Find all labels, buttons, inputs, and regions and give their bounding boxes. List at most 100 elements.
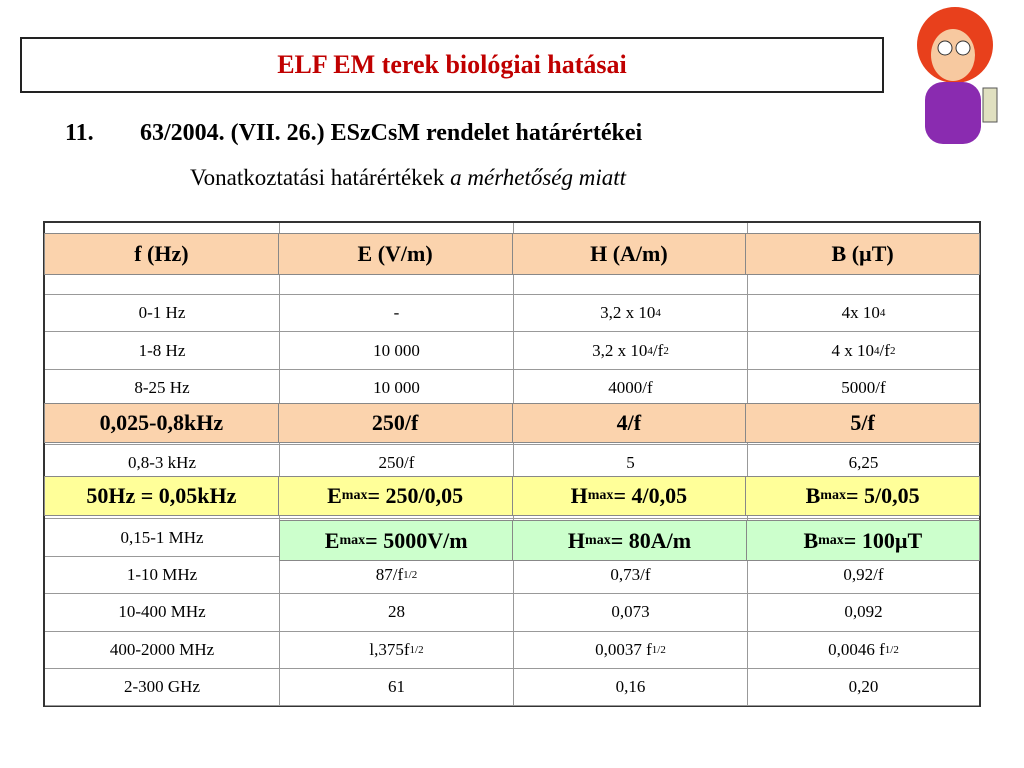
index-text: max bbox=[341, 488, 368, 503]
overlay-cell: 50Hz = 0,05kHz bbox=[45, 477, 279, 515]
cell-text: 28 bbox=[388, 602, 405, 622]
eye bbox=[955, 40, 971, 56]
index-text: max bbox=[587, 488, 614, 503]
table-cell: 61 bbox=[280, 669, 514, 707]
cell-text: 0,025-0,8kHz bbox=[99, 410, 224, 435]
cell-text: 250/f bbox=[371, 410, 419, 435]
cell-text: 0,0037 f bbox=[595, 639, 652, 659]
table-cell: 5000/f bbox=[748, 370, 979, 408]
overlay-cell: 4/f bbox=[513, 404, 747, 442]
cell-text: 1-10 MHz bbox=[126, 564, 198, 584]
cell-text: 5 bbox=[626, 452, 635, 472]
cell-text: /f bbox=[652, 340, 664, 360]
cell-text: = 5000V/m bbox=[365, 527, 468, 553]
cell-text: 0,092 bbox=[844, 602, 883, 622]
table-cell: - bbox=[280, 295, 514, 333]
table-cell: 3,2 x 10 4/f 2 bbox=[514, 332, 748, 370]
cell-text: E bbox=[324, 527, 340, 553]
cell-text: 0-1 Hz bbox=[138, 303, 186, 323]
index-text: max bbox=[339, 532, 366, 548]
table-cell: 0,20 bbox=[748, 669, 979, 707]
table-cell: 0,73/f bbox=[514, 556, 748, 595]
table-cell: 0,15-1 MHz bbox=[45, 519, 280, 557]
index-text: max bbox=[820, 488, 846, 503]
overlay-row: f (Hz) E (V/m) H (A/m) B (µT) bbox=[44, 233, 980, 275]
table-cell: 1-8 Hz bbox=[45, 332, 280, 370]
subtitle-italic: a mérhetőség miatt bbox=[450, 165, 627, 190]
table-cell: 2-300 GHz bbox=[45, 669, 280, 707]
table-cell: 4000/f bbox=[514, 369, 748, 408]
body bbox=[925, 82, 981, 144]
plug bbox=[982, 87, 998, 123]
overlay-cell: 0,025-0,8kHz bbox=[45, 404, 279, 442]
table-cell bbox=[748, 407, 979, 445]
overlay-cell: 5/f bbox=[746, 404, 979, 442]
table: 0-1 Hz -3,2 x 10 4 4x 10 4 1-8 Hz 10 000 3,2 x … bbox=[43, 221, 981, 707]
table-cell: 0,0046 f 1/2 bbox=[748, 632, 979, 669]
cell-text: 0,92/f bbox=[843, 564, 884, 584]
cell-text: 61 bbox=[388, 677, 405, 697]
cell-text: H (A/m) bbox=[590, 241, 668, 266]
cartoon bbox=[917, 7, 998, 144]
cell-text: 5/f bbox=[850, 410, 875, 435]
cell-text: 8-25 Hz bbox=[134, 377, 190, 397]
cell-text: 3,2 x 10 bbox=[600, 303, 656, 323]
cell-text: = 4/0,05 bbox=[613, 483, 688, 508]
cell-text: H bbox=[567, 527, 586, 553]
cell-text: = 5/0,05 bbox=[845, 483, 920, 508]
cell-text: 5000/f bbox=[841, 377, 886, 397]
table-cell: 28 bbox=[280, 594, 514, 632]
overlay-cell: f (Hz) bbox=[45, 234, 279, 274]
table-cell bbox=[748, 223, 979, 295]
table-cell bbox=[748, 482, 979, 520]
table-cell: 0,92/f bbox=[748, 557, 979, 595]
cell-text: = 250/0,05 bbox=[367, 483, 464, 508]
table-cell: 87/f 1/2 bbox=[280, 556, 514, 595]
table-cell: 3,2 x 10 4 bbox=[514, 295, 748, 333]
table-cell: 10 000 bbox=[280, 369, 514, 408]
table-cell: 0,073 bbox=[514, 594, 748, 632]
cell-text: 0,20 bbox=[848, 677, 879, 697]
cell-text: 250/f bbox=[378, 452, 415, 472]
index-text: 4 bbox=[874, 344, 880, 357]
cell-text: 4 x 10 bbox=[831, 340, 875, 360]
cell-text: 0,073 bbox=[611, 602, 650, 622]
index-text: 2 bbox=[663, 344, 669, 357]
index-text: 2 bbox=[889, 344, 896, 357]
cell-text: 10-400 MHz bbox=[118, 602, 206, 622]
table-cell: 4 x 10 4/f 2 bbox=[748, 332, 979, 370]
index-text: 1/2 bbox=[651, 643, 666, 656]
cell-text: 3,2 x 10 bbox=[592, 340, 648, 360]
cell-text: B bbox=[803, 527, 819, 553]
cell-text: 87/f bbox=[375, 564, 404, 584]
subtitle-text: Vonatkoztatási határértékek bbox=[190, 165, 445, 190]
cell-text: H bbox=[570, 483, 588, 508]
cell-text: 4x 10 bbox=[841, 303, 880, 323]
table-cell: 400-2000 MHz bbox=[45, 631, 280, 669]
table-cell: 1-10 MHz bbox=[45, 556, 280, 595]
overlay-row: 0,025-0,8kHz 250/f 4/f 5/f bbox=[44, 403, 980, 443]
eye bbox=[937, 40, 953, 56]
cell-text: l,375f bbox=[369, 639, 410, 659]
cell-text: B (µT) bbox=[831, 241, 894, 266]
heading-number: 11. bbox=[65, 120, 94, 146]
cell-text: B bbox=[805, 483, 821, 508]
index-text: 1/2 bbox=[403, 568, 418, 581]
cell-text: 0,73/f bbox=[610, 564, 651, 584]
overlay-cell: 250/f bbox=[279, 404, 513, 442]
cell-text: 4/f bbox=[616, 410, 642, 435]
table-cell: 8-25 Hz bbox=[45, 369, 280, 408]
cell-text: 4000/f bbox=[608, 377, 653, 397]
overlay-cell: E (V/m) bbox=[279, 234, 513, 274]
table-cell: 10-400 MHz bbox=[45, 594, 280, 632]
cell-text: 6,25 bbox=[848, 452, 879, 472]
